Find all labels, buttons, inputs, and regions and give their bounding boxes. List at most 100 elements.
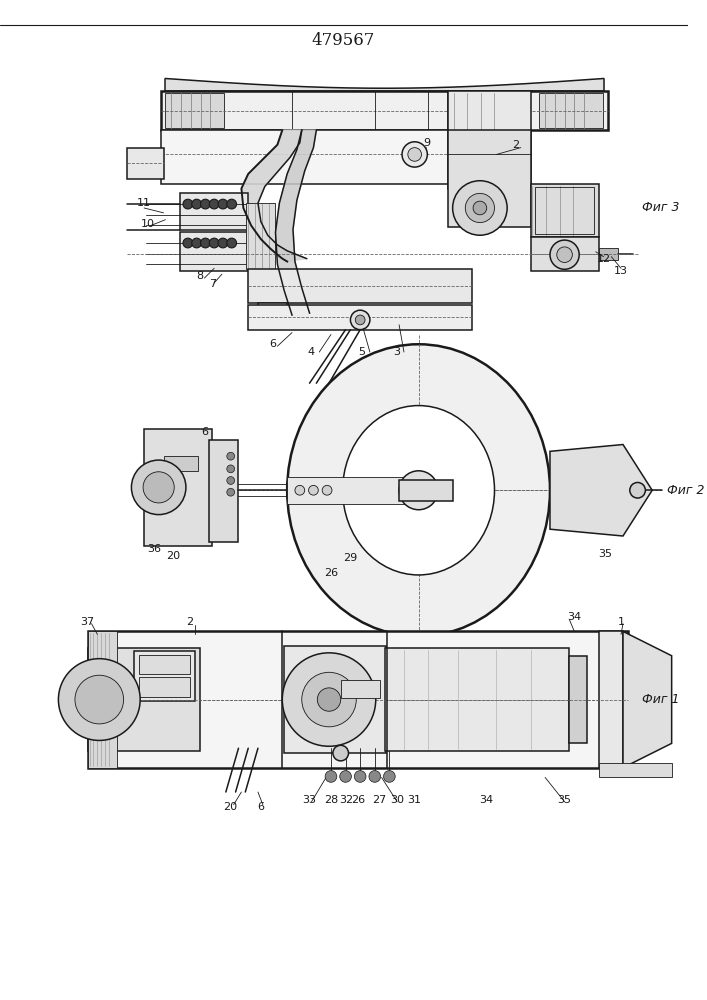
Text: 29: 29 — [344, 553, 358, 563]
Text: 34: 34 — [567, 612, 581, 622]
Ellipse shape — [287, 344, 550, 636]
Circle shape — [630, 482, 645, 498]
Text: 13: 13 — [614, 266, 628, 276]
Circle shape — [402, 142, 427, 167]
Bar — [385, 648, 569, 751]
Circle shape — [75, 675, 124, 724]
Text: 12: 12 — [597, 254, 611, 264]
Text: 34: 34 — [479, 795, 493, 805]
Bar — [165, 93, 224, 128]
Ellipse shape — [343, 406, 494, 575]
Circle shape — [227, 465, 235, 473]
Circle shape — [209, 199, 219, 209]
Circle shape — [227, 452, 235, 460]
Bar — [569, 656, 587, 743]
Circle shape — [550, 240, 579, 269]
Bar — [448, 130, 530, 227]
Text: 10: 10 — [141, 219, 155, 229]
Circle shape — [408, 148, 421, 161]
Bar — [341, 680, 380, 698]
Text: 1: 1 — [617, 617, 624, 627]
Circle shape — [227, 238, 237, 248]
Bar — [209, 440, 238, 542]
Bar — [139, 655, 189, 674]
Bar — [599, 248, 618, 260]
Circle shape — [192, 238, 201, 248]
Circle shape — [557, 247, 573, 262]
Circle shape — [465, 193, 494, 223]
Circle shape — [317, 688, 341, 711]
Bar — [127, 148, 163, 179]
Circle shape — [218, 238, 228, 248]
Circle shape — [302, 672, 356, 727]
Bar — [88, 631, 117, 768]
Bar — [163, 479, 183, 486]
Bar — [88, 631, 628, 768]
Text: Фиг 3: Фиг 3 — [643, 201, 680, 214]
Circle shape — [227, 477, 235, 484]
Text: 33: 33 — [303, 795, 317, 805]
Text: 32: 32 — [339, 795, 354, 805]
Circle shape — [227, 488, 235, 496]
Text: 7: 7 — [209, 279, 216, 289]
Bar — [539, 93, 602, 128]
Circle shape — [218, 199, 228, 209]
Text: 4: 4 — [308, 347, 315, 357]
Text: Фиг 2: Фиг 2 — [667, 484, 704, 497]
Text: 6: 6 — [201, 427, 208, 437]
Circle shape — [333, 745, 349, 761]
Text: 479567: 479567 — [312, 32, 375, 49]
Text: 5: 5 — [358, 347, 366, 357]
Circle shape — [369, 771, 380, 782]
Text: 30: 30 — [390, 795, 404, 805]
Bar — [530, 184, 599, 237]
Bar — [248, 305, 472, 330]
Text: 28: 28 — [324, 795, 338, 805]
Bar — [258, 303, 287, 328]
Bar — [399, 480, 452, 501]
Text: 26: 26 — [324, 568, 338, 578]
Text: Фиг 1: Фиг 1 — [643, 693, 680, 706]
Circle shape — [473, 201, 486, 215]
Polygon shape — [623, 631, 672, 768]
Circle shape — [295, 485, 305, 495]
Circle shape — [322, 485, 332, 495]
Text: 26: 26 — [351, 795, 366, 805]
Circle shape — [452, 181, 507, 235]
Text: 20: 20 — [223, 802, 237, 812]
Circle shape — [59, 659, 140, 740]
Bar — [287, 477, 419, 504]
Circle shape — [340, 771, 351, 782]
Bar — [160, 91, 609, 130]
Circle shape — [227, 199, 237, 209]
Bar — [180, 232, 248, 271]
Bar — [530, 237, 599, 271]
Bar — [246, 203, 276, 269]
Circle shape — [325, 771, 337, 782]
Circle shape — [383, 771, 395, 782]
Text: 35: 35 — [598, 549, 612, 559]
Circle shape — [399, 471, 438, 510]
Bar — [163, 456, 197, 471]
Circle shape — [282, 653, 375, 746]
Circle shape — [354, 771, 366, 782]
Text: 3: 3 — [394, 347, 401, 357]
Circle shape — [143, 472, 174, 503]
Text: 11: 11 — [137, 198, 151, 208]
Text: 36: 36 — [147, 544, 160, 554]
Text: 20: 20 — [166, 551, 180, 561]
Bar — [144, 429, 212, 546]
Bar — [134, 651, 194, 701]
Text: 2: 2 — [186, 617, 194, 627]
Polygon shape — [276, 130, 316, 315]
Polygon shape — [550, 445, 652, 536]
Text: 37: 37 — [81, 617, 95, 627]
Bar — [599, 631, 623, 768]
Bar — [248, 269, 472, 303]
Bar — [284, 646, 387, 753]
Bar — [160, 130, 448, 184]
Polygon shape — [241, 130, 307, 262]
Circle shape — [192, 199, 201, 209]
Circle shape — [201, 199, 210, 209]
Text: 6: 6 — [257, 802, 264, 812]
